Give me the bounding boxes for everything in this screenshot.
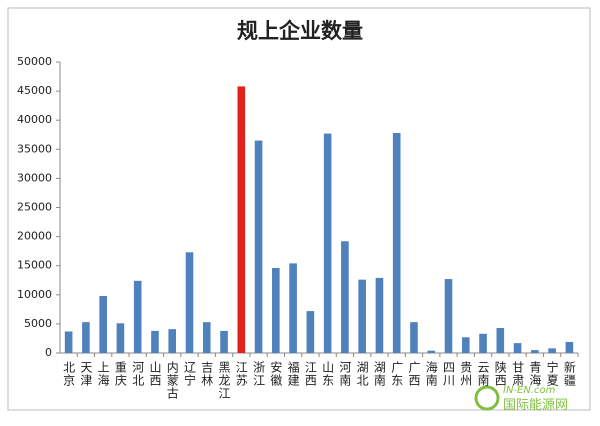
bar bbox=[151, 330, 159, 353]
y-tick-label: 10000 bbox=[17, 288, 52, 301]
bar bbox=[64, 331, 73, 353]
x-tick-label: 海南 bbox=[424, 360, 438, 387]
bar bbox=[427, 350, 436, 353]
y-tick-label: 5000 bbox=[24, 317, 52, 330]
bar bbox=[185, 252, 194, 353]
bar bbox=[410, 322, 418, 353]
bar bbox=[306, 311, 315, 353]
x-tick-label: 黑龙江 bbox=[217, 361, 231, 400]
bar bbox=[289, 263, 297, 353]
y-tick-label: 20000 bbox=[17, 230, 52, 243]
x-tick-label: 浙江 bbox=[252, 361, 266, 387]
x-tick-label: 上海 bbox=[96, 361, 110, 387]
x-tick-label: 福建 bbox=[286, 360, 300, 387]
bar bbox=[202, 322, 211, 353]
x-tick-label: 湖北 bbox=[355, 360, 369, 387]
watermark-logo bbox=[474, 385, 500, 411]
bar bbox=[444, 279, 453, 353]
bar bbox=[358, 279, 366, 353]
bar bbox=[220, 330, 228, 353]
y-tick-label: 25000 bbox=[17, 201, 52, 214]
bar bbox=[461, 337, 470, 353]
x-tick-label: 河北 bbox=[131, 361, 145, 387]
y-tick-label: 30000 bbox=[17, 171, 52, 184]
x-tick-label: 辽宁 bbox=[183, 361, 197, 387]
x-tick-label: 宁夏 bbox=[545, 360, 559, 387]
x-tick-label: 吉林 bbox=[200, 361, 214, 387]
watermark-name: 国际能源网 bbox=[503, 398, 568, 413]
bar bbox=[531, 350, 539, 353]
x-tick-label: 湖南 bbox=[372, 360, 386, 387]
bar bbox=[496, 327, 505, 353]
y-tick-label: 45000 bbox=[17, 84, 52, 97]
x-tick-label: 广东 bbox=[390, 361, 404, 387]
x-tick-label: 广西 bbox=[407, 361, 421, 387]
bar bbox=[133, 280, 142, 353]
x-tick-label: 天津 bbox=[79, 361, 93, 387]
x-tick-label: 安徽 bbox=[269, 360, 283, 387]
x-tick-label: 云南 bbox=[476, 361, 490, 387]
bar bbox=[341, 241, 349, 353]
bar bbox=[99, 295, 107, 353]
bar bbox=[272, 268, 280, 353]
watermark-site: IN-EN.com bbox=[503, 385, 556, 396]
watermark: IN-EN.com 国际能源网 bbox=[474, 385, 568, 413]
bar bbox=[375, 277, 384, 353]
bar bbox=[254, 140, 263, 353]
x-tick-label: 新疆 bbox=[562, 360, 576, 387]
bar bbox=[392, 133, 401, 353]
bar bbox=[548, 348, 556, 353]
bar bbox=[479, 333, 487, 353]
x-tick-label: 四川 bbox=[442, 361, 456, 387]
x-tick-label: 河南 bbox=[338, 361, 352, 387]
y-tick-label: 40000 bbox=[17, 113, 52, 126]
x-tick-label: 青海 bbox=[528, 361, 542, 387]
y-tick-label: 35000 bbox=[17, 142, 52, 155]
bar bbox=[168, 329, 177, 353]
x-tick-label: 陕西 bbox=[493, 360, 507, 387]
y-tick-label: 15000 bbox=[17, 259, 52, 272]
bar bbox=[82, 322, 90, 353]
x-tick-label: 山西 bbox=[148, 361, 162, 387]
x-tick-label: 北京 bbox=[62, 361, 76, 387]
bar bbox=[116, 323, 125, 353]
y-tick-label: 0 bbox=[45, 346, 52, 359]
chart-title: 规上企业数量 bbox=[237, 19, 363, 43]
bar bbox=[565, 341, 574, 353]
bar bbox=[513, 343, 522, 353]
x-tick-label: 甘肃 bbox=[511, 361, 525, 387]
bar bbox=[323, 133, 332, 353]
x-tick-label: 贵州 bbox=[459, 361, 473, 387]
x-tick-label: 重庆 bbox=[113, 361, 127, 387]
x-tick-label: 山东 bbox=[321, 361, 335, 387]
x-tick-label: 江苏 bbox=[234, 361, 248, 387]
y-tick-label: 50000 bbox=[17, 55, 52, 68]
x-tick-label: 内蒙古 bbox=[165, 361, 179, 400]
x-tick-label: 江西 bbox=[303, 361, 317, 387]
bar bbox=[237, 86, 246, 353]
